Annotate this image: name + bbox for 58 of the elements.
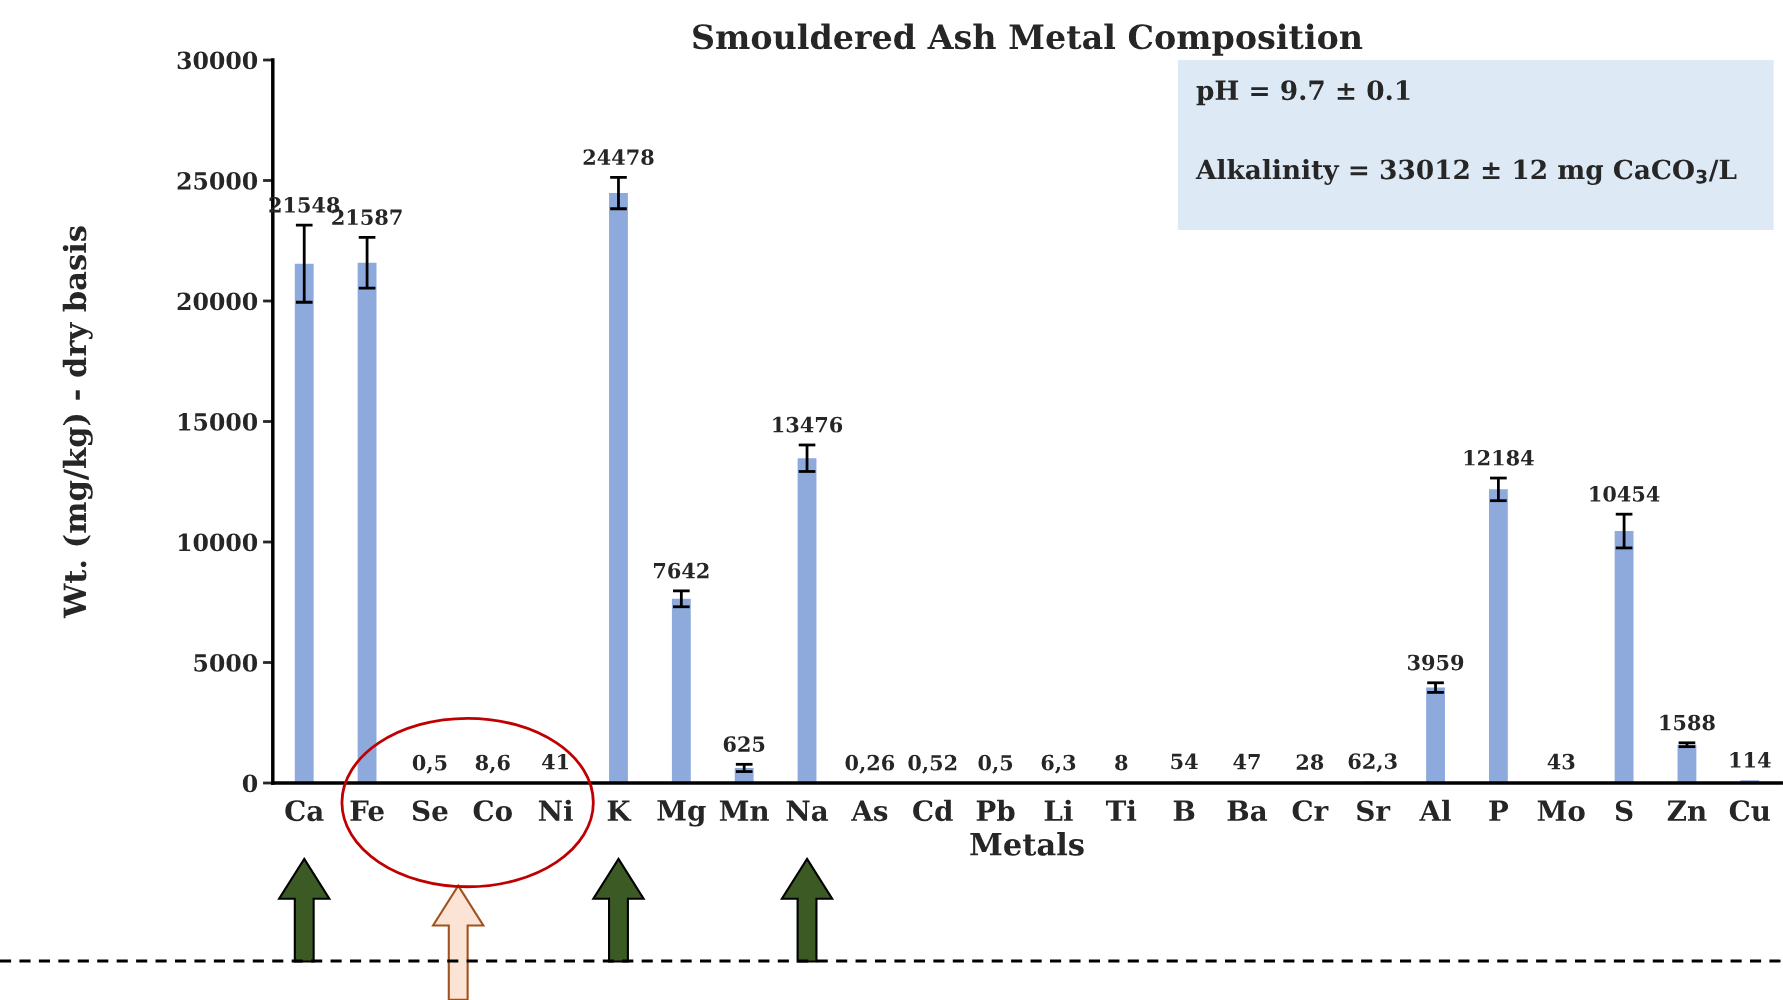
chart-title: Smouldered Ash Metal Composition [693, 23, 1363, 56]
data-label: 54 [1171, 753, 1198, 770]
y-tick-label: 5000 [194, 653, 258, 672]
data-label: 7642 [653, 562, 709, 579]
data-label: 114 [1730, 752, 1771, 768]
x-tick-label: B [1173, 800, 1195, 821]
data-label: 1588 [1660, 714, 1715, 731]
x-tick-label: Cd [913, 799, 953, 822]
x-tick-label: Cr [1292, 800, 1329, 822]
y-tick-label: 30000 [177, 51, 258, 70]
data-label: 13476 [773, 416, 843, 433]
x-tick-label: Ti [1105, 799, 1137, 821]
y-tick-label: 15000 [178, 412, 258, 431]
data-label: 10454 [1590, 486, 1660, 502]
data-label: 3959 [1408, 654, 1464, 671]
annotation: pH = 9.7 ± 0.1 [1196, 80, 1410, 106]
data-label: 41 [541, 753, 569, 770]
y-tick-label: 10000 [178, 533, 258, 552]
annotation: Alkalinity = 33012 ± 12 mg CaCO$_{3}$/L [1195, 159, 1737, 185]
x-tick-label: Ni [538, 799, 573, 821]
x-tick-label: Li [1044, 799, 1073, 821]
x-tick-label: Se [412, 800, 448, 822]
x-tick-label: Mg [657, 800, 706, 827]
x-tick-label: Fe [350, 800, 384, 822]
data-label: 0,5 [978, 754, 1013, 774]
data-label: 12184 [1464, 449, 1534, 466]
x-tick-label: As [851, 800, 888, 822]
x-tick-label: Mn [719, 800, 770, 821]
x-axis-title: Metals [970, 832, 1084, 856]
data-label: 28 [1296, 754, 1324, 770]
x-tick-label: Co [473, 800, 512, 822]
data-label: 6,3 [1041, 754, 1076, 774]
data-label: 24478 [583, 149, 654, 166]
y-axis-title: Wt. (mg/kg) - dry basis [62, 226, 93, 619]
data-label: 0,5 [412, 754, 447, 774]
x-tick-label: Zn [1667, 800, 1707, 821]
x-tick-label: P [1489, 800, 1509, 821]
data-label: 0,52 [908, 754, 957, 774]
data-label: 0,26 [845, 754, 895, 774]
y-tick-label: 20000 [177, 292, 258, 311]
x-tick-label: Ba [1227, 800, 1268, 822]
data-label: 62,3 [1348, 753, 1397, 773]
data-label: 625 [723, 736, 765, 752]
data-label: 47 [1233, 753, 1260, 770]
data-label: 43 [1547, 753, 1575, 770]
y-tick-label: 25000 [177, 171, 258, 190]
x-tick-label: Al [1419, 799, 1451, 821]
x-tick-label: Cu [1729, 800, 1770, 822]
x-tick-label: Na [786, 800, 829, 822]
x-tick-label: Ca [285, 800, 324, 822]
x-tick-label: S [1615, 800, 1633, 822]
x-tick-label: Mo [1537, 800, 1585, 822]
data-label: 8 [1115, 754, 1128, 771]
x-tick-label: Sr [1357, 800, 1391, 822]
x-tick-label: Pb [976, 799, 1015, 822]
data-label: 8,6 [475, 754, 510, 774]
x-tick-label: K [607, 800, 632, 821]
y-tick-label: 0 [242, 774, 258, 793]
